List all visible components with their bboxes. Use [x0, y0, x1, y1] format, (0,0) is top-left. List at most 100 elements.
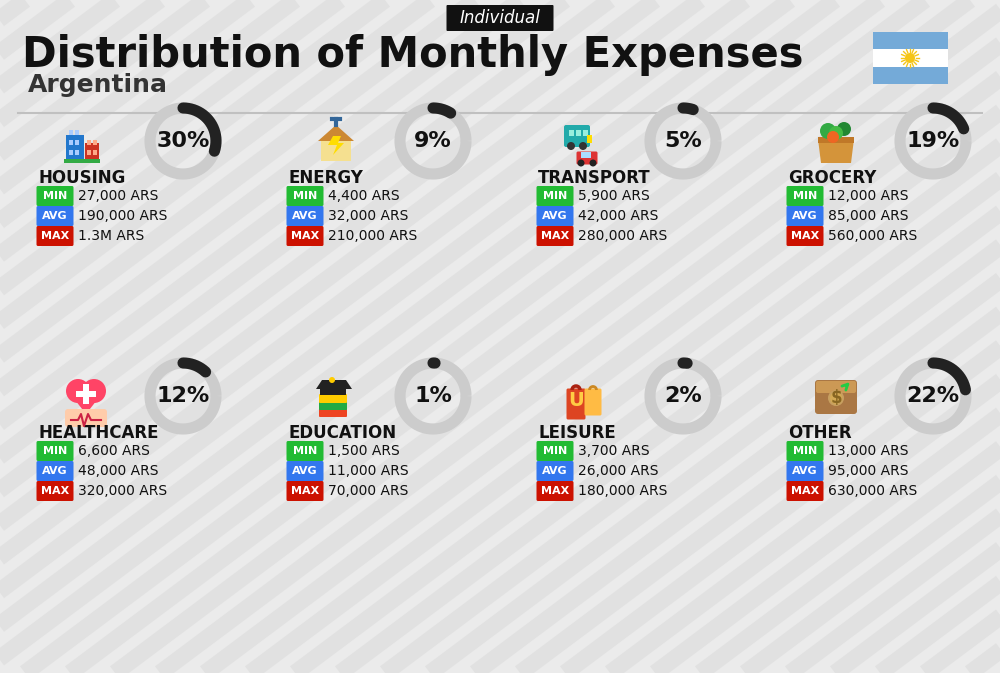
Text: MIN: MIN — [543, 191, 567, 201]
Text: AVG: AVG — [292, 211, 318, 221]
Text: MAX: MAX — [291, 486, 319, 496]
FancyBboxPatch shape — [536, 461, 574, 481]
FancyBboxPatch shape — [287, 441, 324, 461]
Polygon shape — [818, 139, 854, 163]
FancyBboxPatch shape — [287, 186, 324, 206]
FancyBboxPatch shape — [36, 186, 74, 206]
Text: 6,600 ARS: 6,600 ARS — [78, 444, 150, 458]
Text: 4,400 ARS: 4,400 ARS — [328, 189, 400, 203]
Bar — [69, 150, 73, 155]
FancyBboxPatch shape — [786, 226, 824, 246]
Text: 180,000 ARS: 180,000 ARS — [578, 484, 667, 498]
Text: Individual: Individual — [460, 9, 540, 27]
Text: 190,000 ARS: 190,000 ARS — [78, 209, 167, 223]
Text: ENERGY: ENERGY — [288, 169, 363, 187]
Bar — [87, 150, 91, 155]
Text: MIN: MIN — [793, 446, 817, 456]
Text: Argentina: Argentina — [28, 73, 168, 97]
Polygon shape — [316, 380, 352, 389]
Text: MAX: MAX — [41, 486, 69, 496]
Circle shape — [905, 53, 915, 63]
Bar — [75, 140, 79, 145]
Text: GROCERY: GROCERY — [788, 169, 876, 187]
FancyBboxPatch shape — [536, 481, 574, 501]
Text: AVG: AVG — [42, 211, 68, 221]
Text: TRANSPORT: TRANSPORT — [538, 169, 651, 187]
Circle shape — [590, 160, 596, 166]
Text: 48,000 ARS: 48,000 ARS — [78, 464, 158, 478]
Text: 95,000 ARS: 95,000 ARS — [828, 464, 908, 478]
FancyBboxPatch shape — [786, 481, 824, 501]
Text: MIN: MIN — [543, 446, 567, 456]
Bar — [587, 135, 592, 143]
Text: EDUCATION: EDUCATION — [288, 424, 396, 442]
Text: 30%: 30% — [156, 131, 210, 151]
FancyBboxPatch shape — [65, 409, 107, 427]
FancyBboxPatch shape — [36, 206, 74, 226]
Text: MIN: MIN — [43, 191, 67, 201]
Text: MAX: MAX — [791, 486, 819, 496]
Text: 27,000 ARS: 27,000 ARS — [78, 189, 158, 203]
Polygon shape — [318, 125, 354, 141]
Bar — [75, 130, 79, 135]
Text: 2%: 2% — [664, 386, 702, 406]
Bar — [85, 143, 99, 163]
Text: 22%: 22% — [906, 386, 960, 406]
FancyBboxPatch shape — [319, 401, 347, 410]
FancyBboxPatch shape — [566, 388, 586, 419]
Text: 12,000 ARS: 12,000 ARS — [828, 189, 908, 203]
Text: 12%: 12% — [156, 386, 210, 406]
FancyBboxPatch shape — [786, 186, 824, 206]
Circle shape — [828, 390, 844, 406]
Text: U: U — [568, 390, 584, 409]
FancyBboxPatch shape — [536, 186, 574, 206]
Text: MIN: MIN — [793, 191, 817, 201]
Text: 560,000 ARS: 560,000 ARS — [828, 229, 917, 243]
FancyBboxPatch shape — [816, 381, 856, 393]
FancyBboxPatch shape — [446, 5, 554, 31]
Text: 5%: 5% — [664, 131, 702, 151]
Text: 85,000 ARS: 85,000 ARS — [828, 209, 908, 223]
Circle shape — [329, 377, 335, 383]
FancyBboxPatch shape — [786, 441, 824, 461]
FancyBboxPatch shape — [287, 206, 324, 226]
Bar — [576, 130, 581, 136]
Text: MAX: MAX — [541, 231, 569, 241]
Text: 3,700 ARS: 3,700 ARS — [578, 444, 650, 458]
Bar — [569, 130, 574, 136]
Text: 32,000 ARS: 32,000 ARS — [328, 209, 408, 223]
Text: 630,000 ARS: 630,000 ARS — [828, 484, 917, 498]
Text: MIN: MIN — [293, 191, 317, 201]
FancyBboxPatch shape — [319, 408, 347, 417]
Bar — [872, 32, 948, 49]
Text: 320,000 ARS: 320,000 ARS — [78, 484, 167, 498]
Text: AVG: AVG — [792, 466, 818, 476]
Text: $: $ — [830, 389, 842, 407]
Text: LEISURE: LEISURE — [538, 424, 616, 442]
FancyBboxPatch shape — [584, 388, 602, 415]
FancyBboxPatch shape — [786, 206, 824, 226]
Text: 1,500 ARS: 1,500 ARS — [328, 444, 400, 458]
Text: MIN: MIN — [43, 446, 67, 456]
Bar — [872, 49, 948, 67]
Polygon shape — [68, 391, 104, 414]
Bar — [581, 152, 591, 158]
Bar — [76, 391, 96, 397]
Text: 19%: 19% — [906, 131, 960, 151]
Bar — [75, 150, 79, 155]
FancyBboxPatch shape — [36, 461, 74, 481]
Text: 42,000 ARS: 42,000 ARS — [578, 209, 658, 223]
Text: Distribution of Monthly Expenses: Distribution of Monthly Expenses — [22, 34, 804, 76]
Text: MIN: MIN — [293, 446, 317, 456]
FancyBboxPatch shape — [287, 481, 324, 501]
Text: AVG: AVG — [542, 211, 568, 221]
FancyBboxPatch shape — [564, 125, 590, 147]
FancyBboxPatch shape — [287, 226, 324, 246]
Text: 11,000 ARS: 11,000 ARS — [328, 464, 409, 478]
Bar — [64, 159, 100, 163]
FancyBboxPatch shape — [36, 441, 74, 461]
FancyBboxPatch shape — [36, 226, 74, 246]
Polygon shape — [328, 136, 344, 155]
Bar — [69, 130, 73, 135]
Text: HOUSING: HOUSING — [38, 169, 125, 187]
